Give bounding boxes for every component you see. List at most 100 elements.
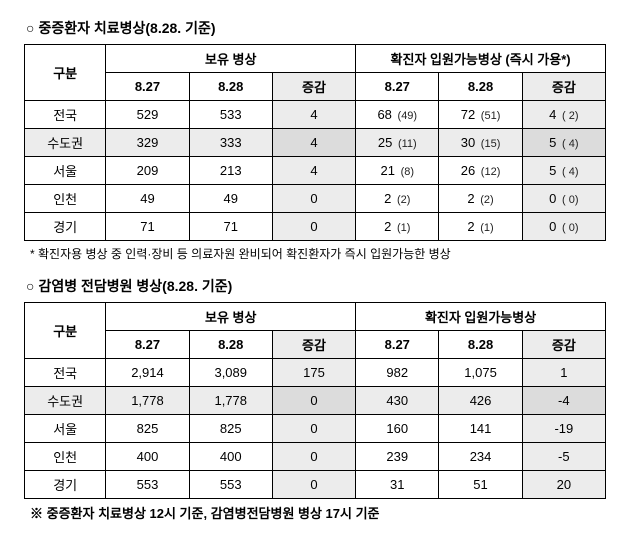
section2-title: ○감염병 전담병원 병상(8.28. 기준): [26, 276, 606, 296]
table-row: 경기717102 (1)2 (1)0 ( 0): [25, 213, 606, 241]
table-cell: 825: [189, 415, 272, 443]
table-cell: 2 (2): [356, 185, 439, 213]
table-cell: 수도권: [25, 387, 106, 415]
table-cell: 141: [439, 415, 522, 443]
subhead-827: 8.27: [106, 73, 189, 101]
table-cell: 51: [439, 471, 522, 499]
table-cell: 553: [106, 471, 189, 499]
table-cell: 21 (8): [356, 157, 439, 185]
table-cell: 4 ( 2): [522, 101, 605, 129]
table-cell: 서울: [25, 157, 106, 185]
table-cell: 0: [272, 185, 355, 213]
bottom-note: ※ 중증환자 치료병상 12시 기준, 감염병전담병원 병상 17시 기준: [30, 503, 606, 522]
subhead-828: 8.28: [189, 331, 272, 359]
head-group-avail: 확진자 입원가능병상 (즉시 가용*): [356, 45, 606, 73]
table-cell: 982: [356, 359, 439, 387]
table-cell: 329: [106, 129, 189, 157]
table-row: 서울209213421 (8)26 (12)5 ( 4): [25, 157, 606, 185]
table-cell: 31: [356, 471, 439, 499]
table-row: 인천4004000239234-5: [25, 443, 606, 471]
table-cell: 4: [272, 101, 355, 129]
bullet-icon: ○: [26, 20, 34, 36]
table-dedicated-body: 전국2,9143,0891759821,0751수도권1,7781,778043…: [25, 359, 606, 499]
table-cell: 239: [356, 443, 439, 471]
table-cell: 경기: [25, 213, 106, 241]
table-cell: 2,914: [106, 359, 189, 387]
subhead-827: 8.27: [356, 331, 439, 359]
subhead-828: 8.28: [439, 331, 522, 359]
table-severe: 구분 보유 병상 확진자 입원가능병상 (즉시 가용*) 8.27 8.28 증…: [24, 44, 606, 241]
subhead-828: 8.28: [439, 73, 522, 101]
table-header-row: 구분 보유 병상 확진자 입원가능병상: [25, 303, 606, 331]
table-cell: -5: [522, 443, 605, 471]
table-cell: 0 ( 0): [522, 185, 605, 213]
table-cell: 68 (49): [356, 101, 439, 129]
table-cell: 1,778: [189, 387, 272, 415]
table-cell: 175: [272, 359, 355, 387]
table-cell: 213: [189, 157, 272, 185]
table-cell: 2 (2): [439, 185, 522, 213]
subhead-change: 증감: [522, 73, 605, 101]
table-cell: 209: [106, 157, 189, 185]
table-cell: 26 (12): [439, 157, 522, 185]
table-cell: 1,778: [106, 387, 189, 415]
table-header-row: 구분 보유 병상 확진자 입원가능병상 (즉시 가용*): [25, 45, 606, 73]
subhead-change: 증감: [272, 331, 355, 359]
section1-title: ○중증환자 치료병상(8.28. 기준): [26, 18, 606, 38]
subhead-change: 증감: [522, 331, 605, 359]
table-row: 전국2,9143,0891759821,0751: [25, 359, 606, 387]
table-row: 서울8258250160141-19: [25, 415, 606, 443]
table-cell: 529: [106, 101, 189, 129]
head-group-held: 보유 병상: [106, 303, 356, 331]
table-cell: 경기: [25, 471, 106, 499]
table-cell: 72 (51): [439, 101, 522, 129]
head-division: 구분: [25, 303, 106, 359]
table-subheader-row: 8.27 8.28 증감 8.27 8.28 증감: [25, 73, 606, 101]
table-cell: 1: [522, 359, 605, 387]
table-cell: -4: [522, 387, 605, 415]
table-cell: 49: [106, 185, 189, 213]
subhead-828: 8.28: [189, 73, 272, 101]
table-cell: 20: [522, 471, 605, 499]
subhead-827: 8.27: [106, 331, 189, 359]
table-cell: 400: [106, 443, 189, 471]
table-cell: 400: [189, 443, 272, 471]
table-cell: 533: [189, 101, 272, 129]
table-cell: 전국: [25, 359, 106, 387]
table-cell: 30 (15): [439, 129, 522, 157]
table-row: 인천494902 (2)2 (2)0 ( 0): [25, 185, 606, 213]
table-cell: -19: [522, 415, 605, 443]
table-cell: 서울: [25, 415, 106, 443]
table-cell: 234: [439, 443, 522, 471]
table-cell: 0: [272, 415, 355, 443]
subhead-change: 증감: [272, 73, 355, 101]
table-cell: 0: [272, 213, 355, 241]
table-cell: 825: [106, 415, 189, 443]
table-row: 전국529533468 (49)72 (51)4 ( 2): [25, 101, 606, 129]
table-cell: 71: [106, 213, 189, 241]
table-cell: 수도권: [25, 129, 106, 157]
table-cell: 49: [189, 185, 272, 213]
table-cell: 553: [189, 471, 272, 499]
table-cell: 전국: [25, 101, 106, 129]
section1-footnote: * 확진자용 병상 중 인력·장비 등 의료자원 완비되어 확진환자가 즉시 입…: [30, 245, 606, 262]
table-row: 수도권1,7781,7780430426-4: [25, 387, 606, 415]
table-cell: 2 (1): [356, 213, 439, 241]
head-group-held: 보유 병상: [106, 45, 356, 73]
table-subheader-row: 8.27 8.28 증감 8.27 8.28 증감: [25, 331, 606, 359]
section1-title-text: 중증환자 치료병상(8.28. 기준): [38, 20, 215, 36]
table-cell: 4: [272, 157, 355, 185]
table-cell: 0 ( 0): [522, 213, 605, 241]
head-division: 구분: [25, 45, 106, 101]
head-group-avail: 확진자 입원가능병상: [356, 303, 606, 331]
table-cell: 333: [189, 129, 272, 157]
table-cell: 0: [272, 443, 355, 471]
table-cell: 0: [272, 387, 355, 415]
table-dedicated: 구분 보유 병상 확진자 입원가능병상 8.27 8.28 증감 8.27 8.…: [24, 302, 606, 499]
section2-title-text: 감염병 전담병원 병상(8.28. 기준): [38, 278, 232, 294]
table-cell: 430: [356, 387, 439, 415]
table-cell: 1,075: [439, 359, 522, 387]
table-cell: 인천: [25, 443, 106, 471]
table-cell: 160: [356, 415, 439, 443]
table-row: 수도권329333425 (11)30 (15)5 ( 4): [25, 129, 606, 157]
